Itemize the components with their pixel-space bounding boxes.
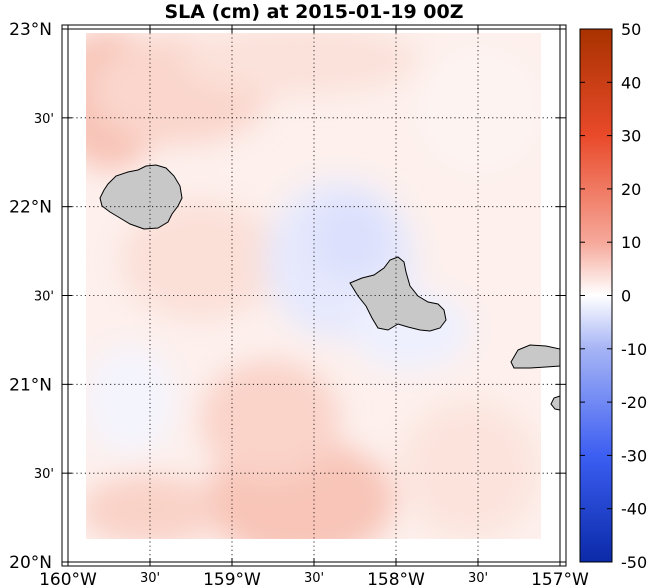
x-tick-label: 30' bbox=[304, 571, 324, 586]
colorbar-tick-label: -40 bbox=[621, 500, 647, 519]
frame-ticks bbox=[62, 25, 566, 566]
colorbar-tick-label: -50 bbox=[621, 553, 647, 572]
map-plot-area bbox=[68, 29, 561, 562]
x-tick-label: 30' bbox=[140, 571, 160, 586]
graticule-grid bbox=[68, 29, 560, 562]
y-tick-label: 22°N bbox=[9, 198, 52, 218]
x-tick-label: 159°W bbox=[203, 570, 261, 588]
x-tick-label: 157°W bbox=[531, 570, 589, 588]
colorbar-tick-label: 50 bbox=[621, 20, 641, 39]
axis-labels: 160°W 30' 159°W 30' 158°W 30' 157°W 23°N 30' 22°N… bbox=[9, 20, 589, 588]
colorbar-gradient bbox=[579, 28, 613, 563]
colorbar-ticks: 50 40 30 20 10 0 -10 -20 -30 -40 -50 bbox=[580, 20, 647, 572]
y-tick-label: 30' bbox=[34, 290, 54, 305]
colorbar-tick-label: -30 bbox=[621, 446, 647, 465]
y-tick-label: 30' bbox=[34, 467, 54, 482]
colorbar: 50 40 30 20 10 0 -10 -20 -30 -40 -50 bbox=[579, 20, 647, 572]
x-tick-label: 30' bbox=[468, 571, 488, 586]
land-masses bbox=[99, 164, 561, 411]
x-tick-label: 158°W bbox=[367, 570, 425, 588]
y-tick-label: 30' bbox=[34, 112, 54, 127]
y-tick-label: 23°N bbox=[9, 20, 52, 40]
colorbar-tick-label: 10 bbox=[621, 233, 641, 252]
sla-field bbox=[86, 33, 541, 539]
colorbar-tick-label: -20 bbox=[621, 393, 647, 412]
colorbar-tick-label: 20 bbox=[621, 180, 641, 199]
oahu-island bbox=[349, 256, 447, 332]
colorbar-tick-label: 0 bbox=[621, 287, 631, 306]
y-tick-label: 21°N bbox=[9, 375, 52, 395]
molokai-island bbox=[510, 344, 561, 369]
colorbar-tick-label: -10 bbox=[621, 340, 647, 359]
x-tick-label: 160°W bbox=[39, 570, 97, 588]
kauai-island bbox=[99, 164, 183, 230]
colorbar-tick-label: 30 bbox=[621, 127, 641, 146]
y-tick-label: 20°N bbox=[9, 553, 52, 573]
map-title: SLA (cm) at 2015-01-19 00Z bbox=[164, 1, 463, 23]
colorbar-tick-label: 40 bbox=[621, 73, 641, 92]
